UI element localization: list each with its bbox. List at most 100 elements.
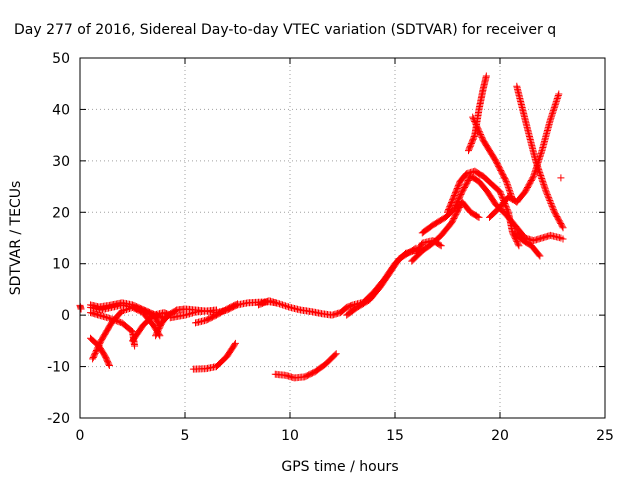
data-point [276, 300, 283, 308]
data-point [154, 326, 162, 334]
y-tick-label: -20 [47, 411, 70, 427]
data-point [504, 207, 512, 215]
data-point [559, 224, 567, 232]
data-point [502, 176, 510, 184]
y-tick-label: 30 [52, 154, 70, 170]
data-point [497, 189, 505, 197]
plot-frame [79, 57, 606, 419]
data-point [280, 301, 288, 309]
data-point [504, 183, 512, 191]
data-point [503, 180, 511, 188]
data-point [546, 197, 554, 205]
data-point [153, 329, 161, 337]
x-tick-label: 15 [386, 428, 404, 444]
data-point [543, 191, 551, 199]
data-point [475, 128, 483, 136]
data-point [475, 126, 483, 134]
x-tick-label: 0 [76, 428, 85, 444]
data-point [557, 174, 565, 182]
data-point [548, 201, 556, 209]
data-point [285, 303, 292, 311]
data-point [437, 242, 445, 250]
data-point [232, 300, 240, 308]
data-point [545, 194, 553, 202]
data-point [470, 116, 478, 124]
y-tick-label: 10 [52, 257, 70, 273]
data-point [503, 204, 511, 212]
data-point [279, 301, 286, 309]
data-point [471, 117, 479, 125]
data-point [545, 195, 553, 203]
data-point [504, 182, 512, 190]
data-point [497, 191, 505, 199]
axis-ticks: 0 5 10 15 20 25 -20 -10 0 10 20 30 40 50 [47, 51, 614, 444]
data-point [283, 302, 291, 310]
data-point [155, 325, 163, 333]
data-point [469, 115, 477, 123]
x-tick-label: 20 [491, 428, 509, 444]
data-points [76, 72, 567, 382]
data-point [474, 125, 482, 133]
data-point [118, 307, 126, 315]
x-tick-label: 10 [281, 428, 299, 444]
data-point [549, 204, 557, 212]
data-point [505, 185, 513, 193]
y-tick-label: 40 [52, 102, 70, 118]
data-point [503, 179, 511, 187]
data-point [470, 133, 478, 141]
data-point [535, 251, 543, 259]
data-point [105, 360, 113, 368]
y-tick-label: 50 [52, 51, 70, 67]
data-point [152, 330, 160, 338]
data-point [105, 362, 113, 370]
data-point [77, 305, 85, 313]
data-point [234, 300, 241, 308]
grid [80, 58, 605, 418]
data-point [277, 300, 285, 308]
x-axis-label: GPS time / hours [281, 459, 398, 475]
data-point [282, 302, 289, 310]
data-point [231, 339, 239, 347]
data-point [548, 202, 556, 210]
data-point [502, 177, 510, 185]
data-point [543, 189, 551, 197]
data-point [472, 120, 480, 128]
data-point [231, 341, 239, 349]
data-point [436, 241, 444, 249]
data-point [515, 242, 523, 250]
y-axis-label: SDTVAR / TECUs [8, 181, 24, 296]
data-point [544, 192, 552, 200]
data-point [555, 90, 563, 98]
data-point [154, 327, 162, 335]
data-point [505, 186, 513, 194]
data-point [331, 351, 339, 359]
data-point [547, 199, 555, 207]
data-point [477, 132, 485, 140]
x-tick-label: 5 [181, 428, 190, 444]
y-tick-label: 0 [61, 308, 70, 324]
data-point [478, 133, 486, 141]
y-tick-label: 20 [52, 205, 70, 221]
data-point [473, 122, 481, 130]
data-point [469, 113, 477, 121]
data-point [514, 240, 522, 248]
data-point [496, 188, 504, 196]
data-point [131, 342, 139, 350]
data-point [157, 322, 164, 330]
data-point [476, 129, 484, 137]
data-point [550, 207, 558, 215]
data-point [558, 222, 566, 230]
data-point [529, 174, 537, 182]
data-point [471, 119, 479, 127]
data-point [513, 237, 521, 245]
data-point [559, 235, 567, 243]
data-point [477, 131, 485, 138]
data-point [546, 198, 554, 206]
x-tick-label: 25 [596, 428, 614, 444]
data-point [473, 123, 481, 131]
data-point [152, 332, 160, 340]
data-point [156, 323, 164, 331]
y-tick-label: -10 [47, 360, 70, 376]
data-point [503, 205, 511, 213]
